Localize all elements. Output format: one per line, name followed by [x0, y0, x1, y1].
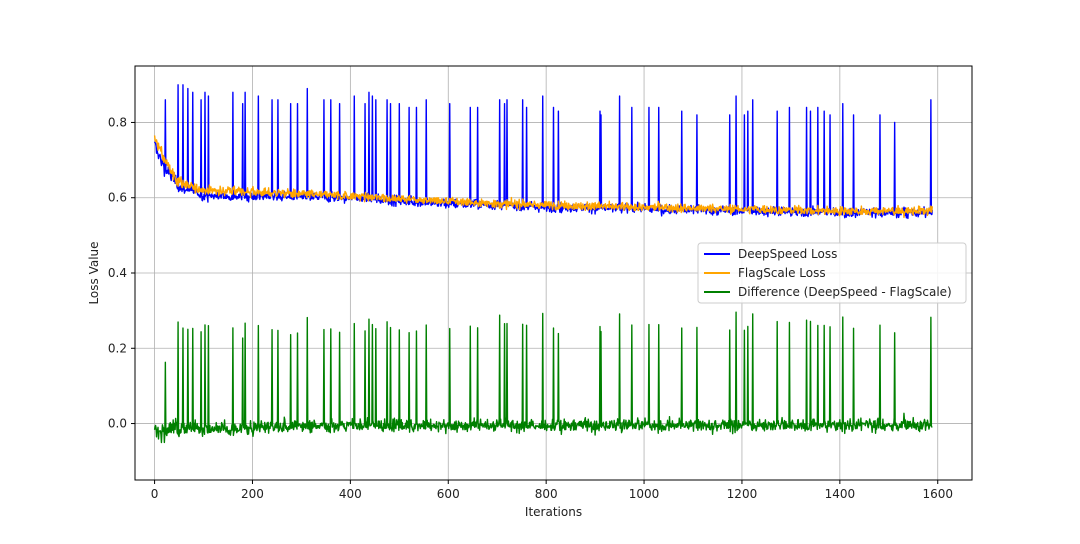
y-axis-title: Loss Value	[87, 241, 101, 304]
legend: DeepSpeed Loss FlagScale Loss Difference…	[697, 242, 967, 304]
series-line-flagscale	[153, 135, 934, 219]
x-tick-label: 1000	[629, 487, 660, 501]
x-tick-label: 1200	[727, 487, 758, 501]
y-tick-label: 0.0	[108, 417, 127, 431]
y-tick-label: 0.2	[108, 341, 127, 355]
x-axis-title: Iterations	[525, 505, 582, 519]
legend-label-difference: Difference (DeepSpeed - FlagScale)	[738, 285, 952, 299]
legend-label-flagscale: FlagScale Loss	[738, 266, 826, 280]
x-tick-label: 400	[339, 487, 362, 501]
y-tick-label: 0.4	[108, 266, 127, 280]
x-tick-label: 0	[151, 487, 159, 501]
plot-series	[153, 84, 934, 444]
x-tick-label: 600	[437, 487, 460, 501]
y-tick-label: 0.6	[108, 191, 127, 205]
y-tick-label: 0.8	[108, 115, 127, 129]
x-tick-label: 1600	[922, 487, 953, 501]
x-tick-label: 800	[535, 487, 558, 501]
x-axis: 0 200 400 600 800 1000 1200 1400 1600	[151, 480, 953, 501]
legend-box	[697, 242, 967, 304]
y-axis: 0.0 0.2 0.4 0.6 0.8	[108, 115, 135, 431]
x-tick-label: 1400	[825, 487, 856, 501]
legend-label-deepspeed: DeepSpeed Loss	[738, 247, 837, 261]
x-tick-label: 200	[241, 487, 264, 501]
series-line-difference	[153, 311, 933, 444]
